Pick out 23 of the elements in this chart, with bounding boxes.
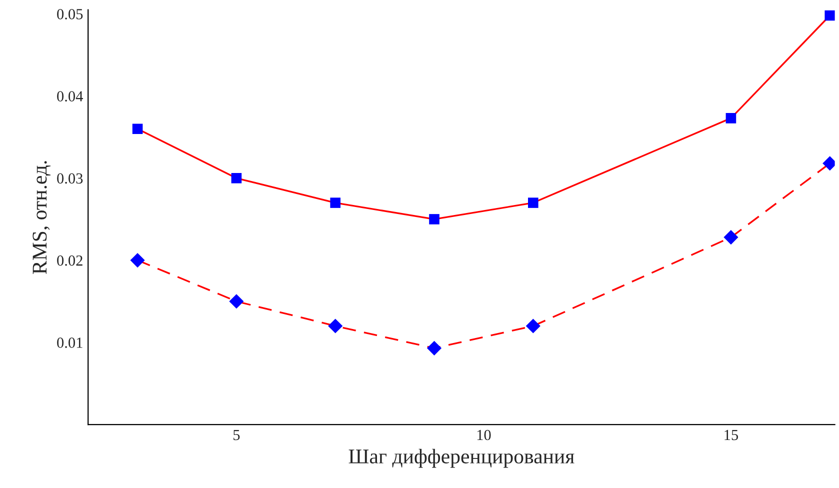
- x-axis-title: Шаг дифференцирования: [348, 448, 574, 468]
- point: [526, 318, 540, 334]
- point: [330, 198, 340, 208]
- point: [231, 172, 242, 184]
- y-tick-label: 0.01: [57, 338, 82, 348]
- x-tick-label: 5: [234, 430, 240, 440]
- point: [328, 318, 343, 334]
- y-tick-label: 0.03: [57, 173, 83, 184]
- y-axis-title: RMS, отн.ед.: [32, 161, 51, 274]
- point: [426, 340, 442, 356]
- x-tick-label: 15: [724, 430, 738, 440]
- point: [726, 113, 736, 124]
- point: [724, 230, 738, 245]
- point: [132, 124, 143, 134]
- y-tick-label: 0.04: [57, 91, 83, 102]
- y-tick-label: 0.02: [57, 255, 82, 266]
- x-tick-label: 10: [477, 430, 491, 440]
- point: [824, 10, 835, 21]
- point: [130, 253, 145, 268]
- point: [429, 214, 440, 224]
- point: [528, 198, 538, 208]
- y-tick-label: 0.05: [57, 9, 83, 20]
- point: [229, 294, 244, 309]
